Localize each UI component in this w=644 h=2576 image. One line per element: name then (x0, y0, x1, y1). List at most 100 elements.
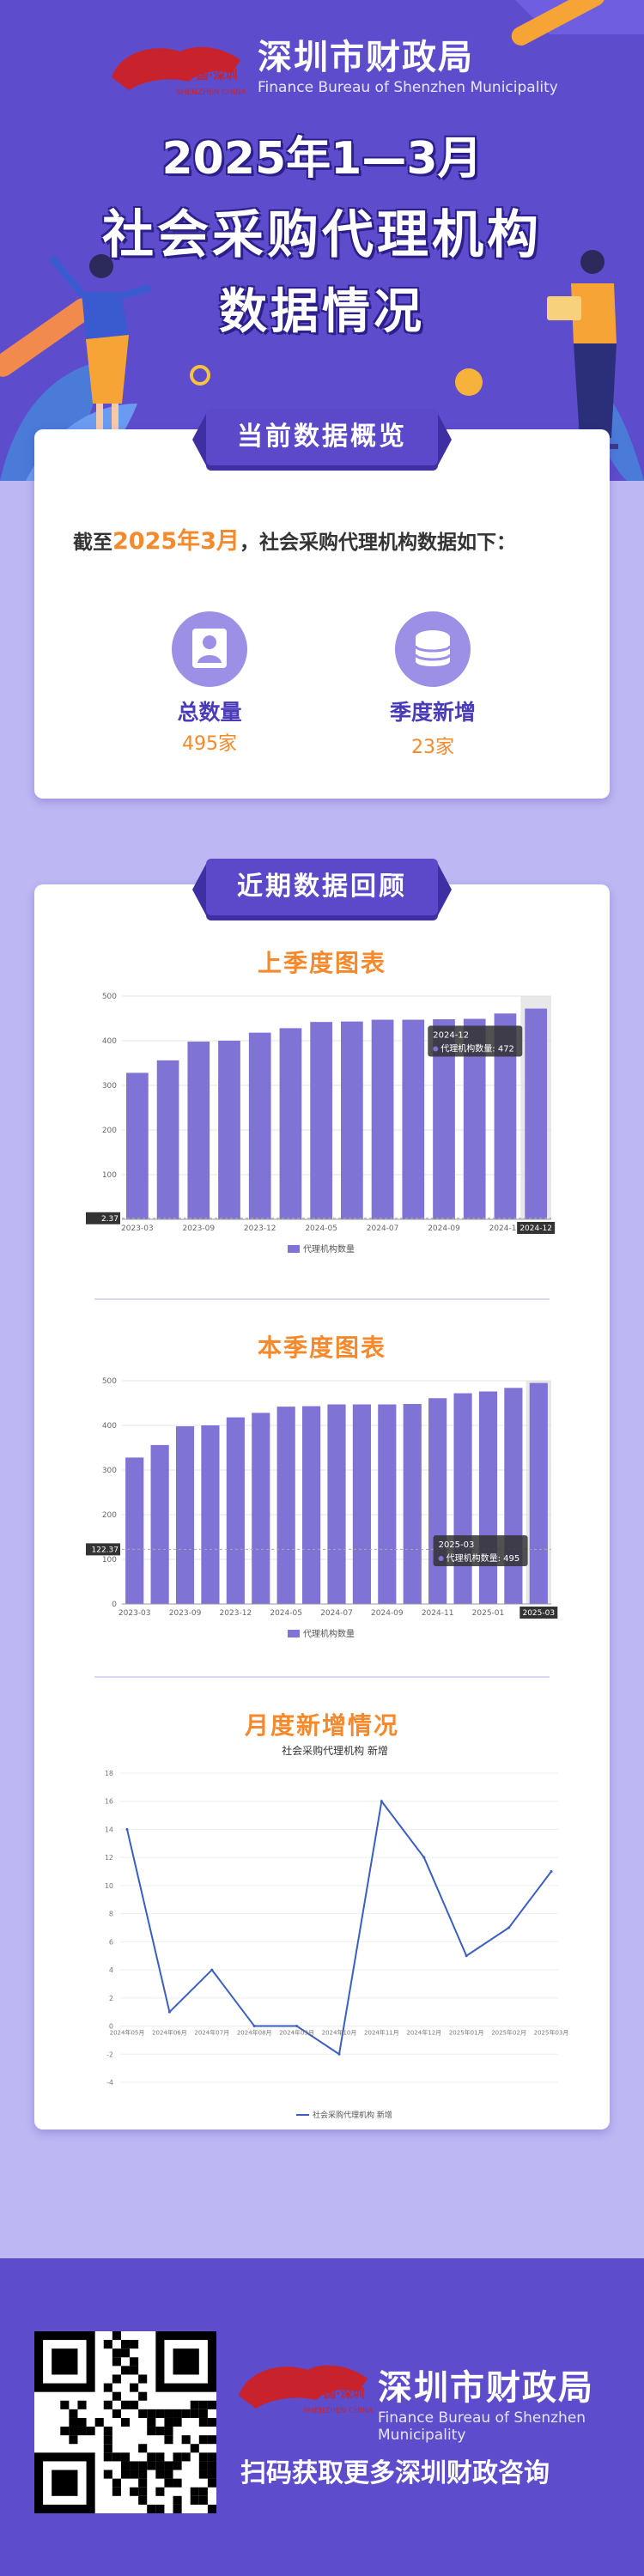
chart3-point-2024年06月[interactable] (167, 2010, 171, 2014)
chart2-legend-label[interactable]: 代理机构数量 (303, 1628, 355, 1639)
chart1-bar-2023-09[interactable] (187, 1042, 210, 1219)
qr-module (112, 2348, 121, 2358)
intro-highlight: 2025年3月 (112, 528, 240, 555)
qr-module (120, 2470, 131, 2479)
chart2-bar-2023-06[interactable] (150, 1444, 169, 1604)
chart1-x-tick: 2023-03 (121, 1224, 154, 1233)
chart2-bar-2024-06[interactable] (302, 1406, 321, 1604)
chart1-bar-2023-06[interactable] (156, 1060, 179, 1219)
chart1-bar-2023-10[interactable] (218, 1041, 240, 1219)
chart1-bar-2024-05[interactable] (310, 1022, 332, 1219)
person-right-illustration (547, 250, 618, 449)
qr-module (103, 2470, 112, 2479)
chart2-bar-2025-03[interactable] (529, 1382, 548, 1604)
chart2-bar-2023-12[interactable] (226, 1417, 245, 1604)
chart1-bar-2024-03[interactable] (279, 1028, 302, 1219)
chart2-bar-2024-12[interactable] (453, 1393, 472, 1604)
qr-module (198, 2487, 208, 2496)
qr-module (190, 2495, 199, 2505)
chart3-monthly-new: 社会采购代理机构 新增 -4 -2 0 2 4 6 8 10 12 14 16 18 2024年05月 20… (105, 1744, 569, 2120)
footer-logo-text-en: SHENZHEN CHINA (303, 2407, 374, 2415)
qr-module (120, 2452, 131, 2462)
chart3-x-tick: 2024年06月 (152, 2029, 187, 2037)
qr-module (207, 2400, 216, 2409)
hero-leaf-left (0, 361, 103, 481)
chart2-bar-2024-07[interactable] (327, 1404, 346, 1604)
chart3-point-2024年07月[interactable] (210, 1968, 214, 1971)
qr-module (69, 2427, 78, 2436)
chart2-bar-2023-10[interactable] (201, 1425, 220, 1604)
chart3-x-tick: 2025年01月 (449, 2029, 484, 2037)
chart3-point-2024年08月[interactable] (252, 2025, 256, 2028)
chart3-y-tick: 12 (105, 1854, 113, 1862)
chart2-y-tick: 0 (112, 1601, 117, 1609)
qr-module (164, 2461, 173, 2470)
chart3-point-2024年05月[interactable] (125, 1827, 129, 1831)
quarterly-new-label: 季度新增 (389, 700, 476, 725)
chart2-bar-2024-10[interactable] (403, 1404, 422, 1604)
chart2-bar-2024-11[interactable] (428, 1398, 447, 1604)
total-count-label: 总数量 (177, 700, 242, 725)
qr-module (103, 2427, 112, 2436)
chart2-bar-2023-09[interactable] (175, 1426, 195, 1604)
chart3-point-2024年09月[interactable] (295, 2025, 299, 2028)
chart1-legend-label[interactable]: 代理机构数量 (303, 1243, 355, 1255)
chart1-bar-2024-08[interactable] (402, 1019, 425, 1219)
chart2-bar-2024-08[interactable] (352, 1404, 371, 1604)
chart1-bar-2023-03[interactable] (126, 1072, 149, 1219)
footer-bull-logo-icon (239, 2365, 368, 2409)
chart1-bar-2024-07[interactable] (371, 1019, 394, 1219)
qr-module (147, 2461, 156, 2470)
qr-module (86, 2427, 95, 2436)
chart3-point-2024年11月[interactable] (380, 1800, 383, 1803)
hero-title-line1: 2025年1—3月 (161, 133, 483, 185)
chart1-x-tick: 2024-11 (489, 1224, 522, 1233)
chart2-bar-2023-03[interactable] (125, 1457, 144, 1604)
footer-logo-text-cn: 中国·深圳 (312, 2386, 364, 2401)
chart2-bar-2025-02[interactable] (504, 1388, 523, 1604)
chart3-point-2025年01月[interactable] (465, 1954, 468, 1958)
chart3-legend-label[interactable]: 社会采购代理机构 新增 (313, 2110, 392, 2120)
chart3-x-tick: 2024年10月 (322, 2029, 357, 2037)
chart3-point-2025年03月[interactable] (550, 1870, 553, 1874)
footer-logo-mark: 中国·深圳 SHENZHEN CHINA (239, 2365, 374, 2415)
chart3-point-2024年10月[interactable] (337, 2052, 341, 2056)
total-count-value: 495家 (182, 733, 237, 755)
chart3-x-tick: 2025年03月 (534, 2029, 569, 2037)
qr-finder-core (52, 2470, 78, 2496)
hero-title-line3: 数据情况 (219, 284, 425, 340)
qr-module (112, 2331, 121, 2341)
chart2-bar-2024-09[interactable] (378, 1404, 397, 1604)
chart3-point-2024年12月[interactable] (422, 1856, 426, 1859)
qr-module (130, 2383, 139, 2392)
qr-module (190, 2444, 199, 2453)
chart2-bar-2024-05[interactable] (276, 1406, 295, 1604)
chart1-bar-2024-12[interactable] (525, 1008, 547, 1219)
chart2-bar-2024-03[interactable] (252, 1413, 270, 1604)
chart3-series-line[interactable] (126, 1799, 552, 2056)
chart3-x-tick: 2024年09月 (279, 2029, 314, 2037)
chart3-x-tick: 2024年11月 (364, 2029, 399, 2037)
qr-module (120, 2348, 131, 2358)
qr-module (103, 2383, 112, 2392)
chart3-y-tick: 8 (109, 1911, 113, 1918)
chart2-x-tick: 2023-09 (169, 1609, 202, 1618)
chart3-y-tick: 14 (105, 1826, 113, 1833)
chart1-tooltip-text: 代理机构数量: 472 (440, 1043, 514, 1054)
chart2-legend-swatch[interactable] (288, 1630, 300, 1637)
chart2-x-tick: 2024-05 (270, 1609, 302, 1618)
qr-code[interactable] (34, 2331, 216, 2513)
qr-module (112, 2391, 121, 2401)
chart2-bar-2025-01[interactable] (478, 1391, 498, 1604)
chart1-bar-2023-12[interactable] (248, 1032, 271, 1219)
chart3-point-2025年02月[interactable] (507, 1926, 511, 1929)
chart1-bar-2024-06[interactable] (341, 1021, 363, 1219)
chart1-legend-swatch[interactable] (288, 1245, 300, 1253)
chart2-y-tick: 200 (102, 1511, 117, 1520)
qr-module (138, 2487, 148, 2496)
qr-module (138, 2374, 148, 2384)
qr-module (120, 2366, 131, 2375)
qr-module (173, 2461, 182, 2470)
chart3-y-tick: 0 (109, 2023, 113, 2031)
qr-module (94, 2417, 104, 2427)
